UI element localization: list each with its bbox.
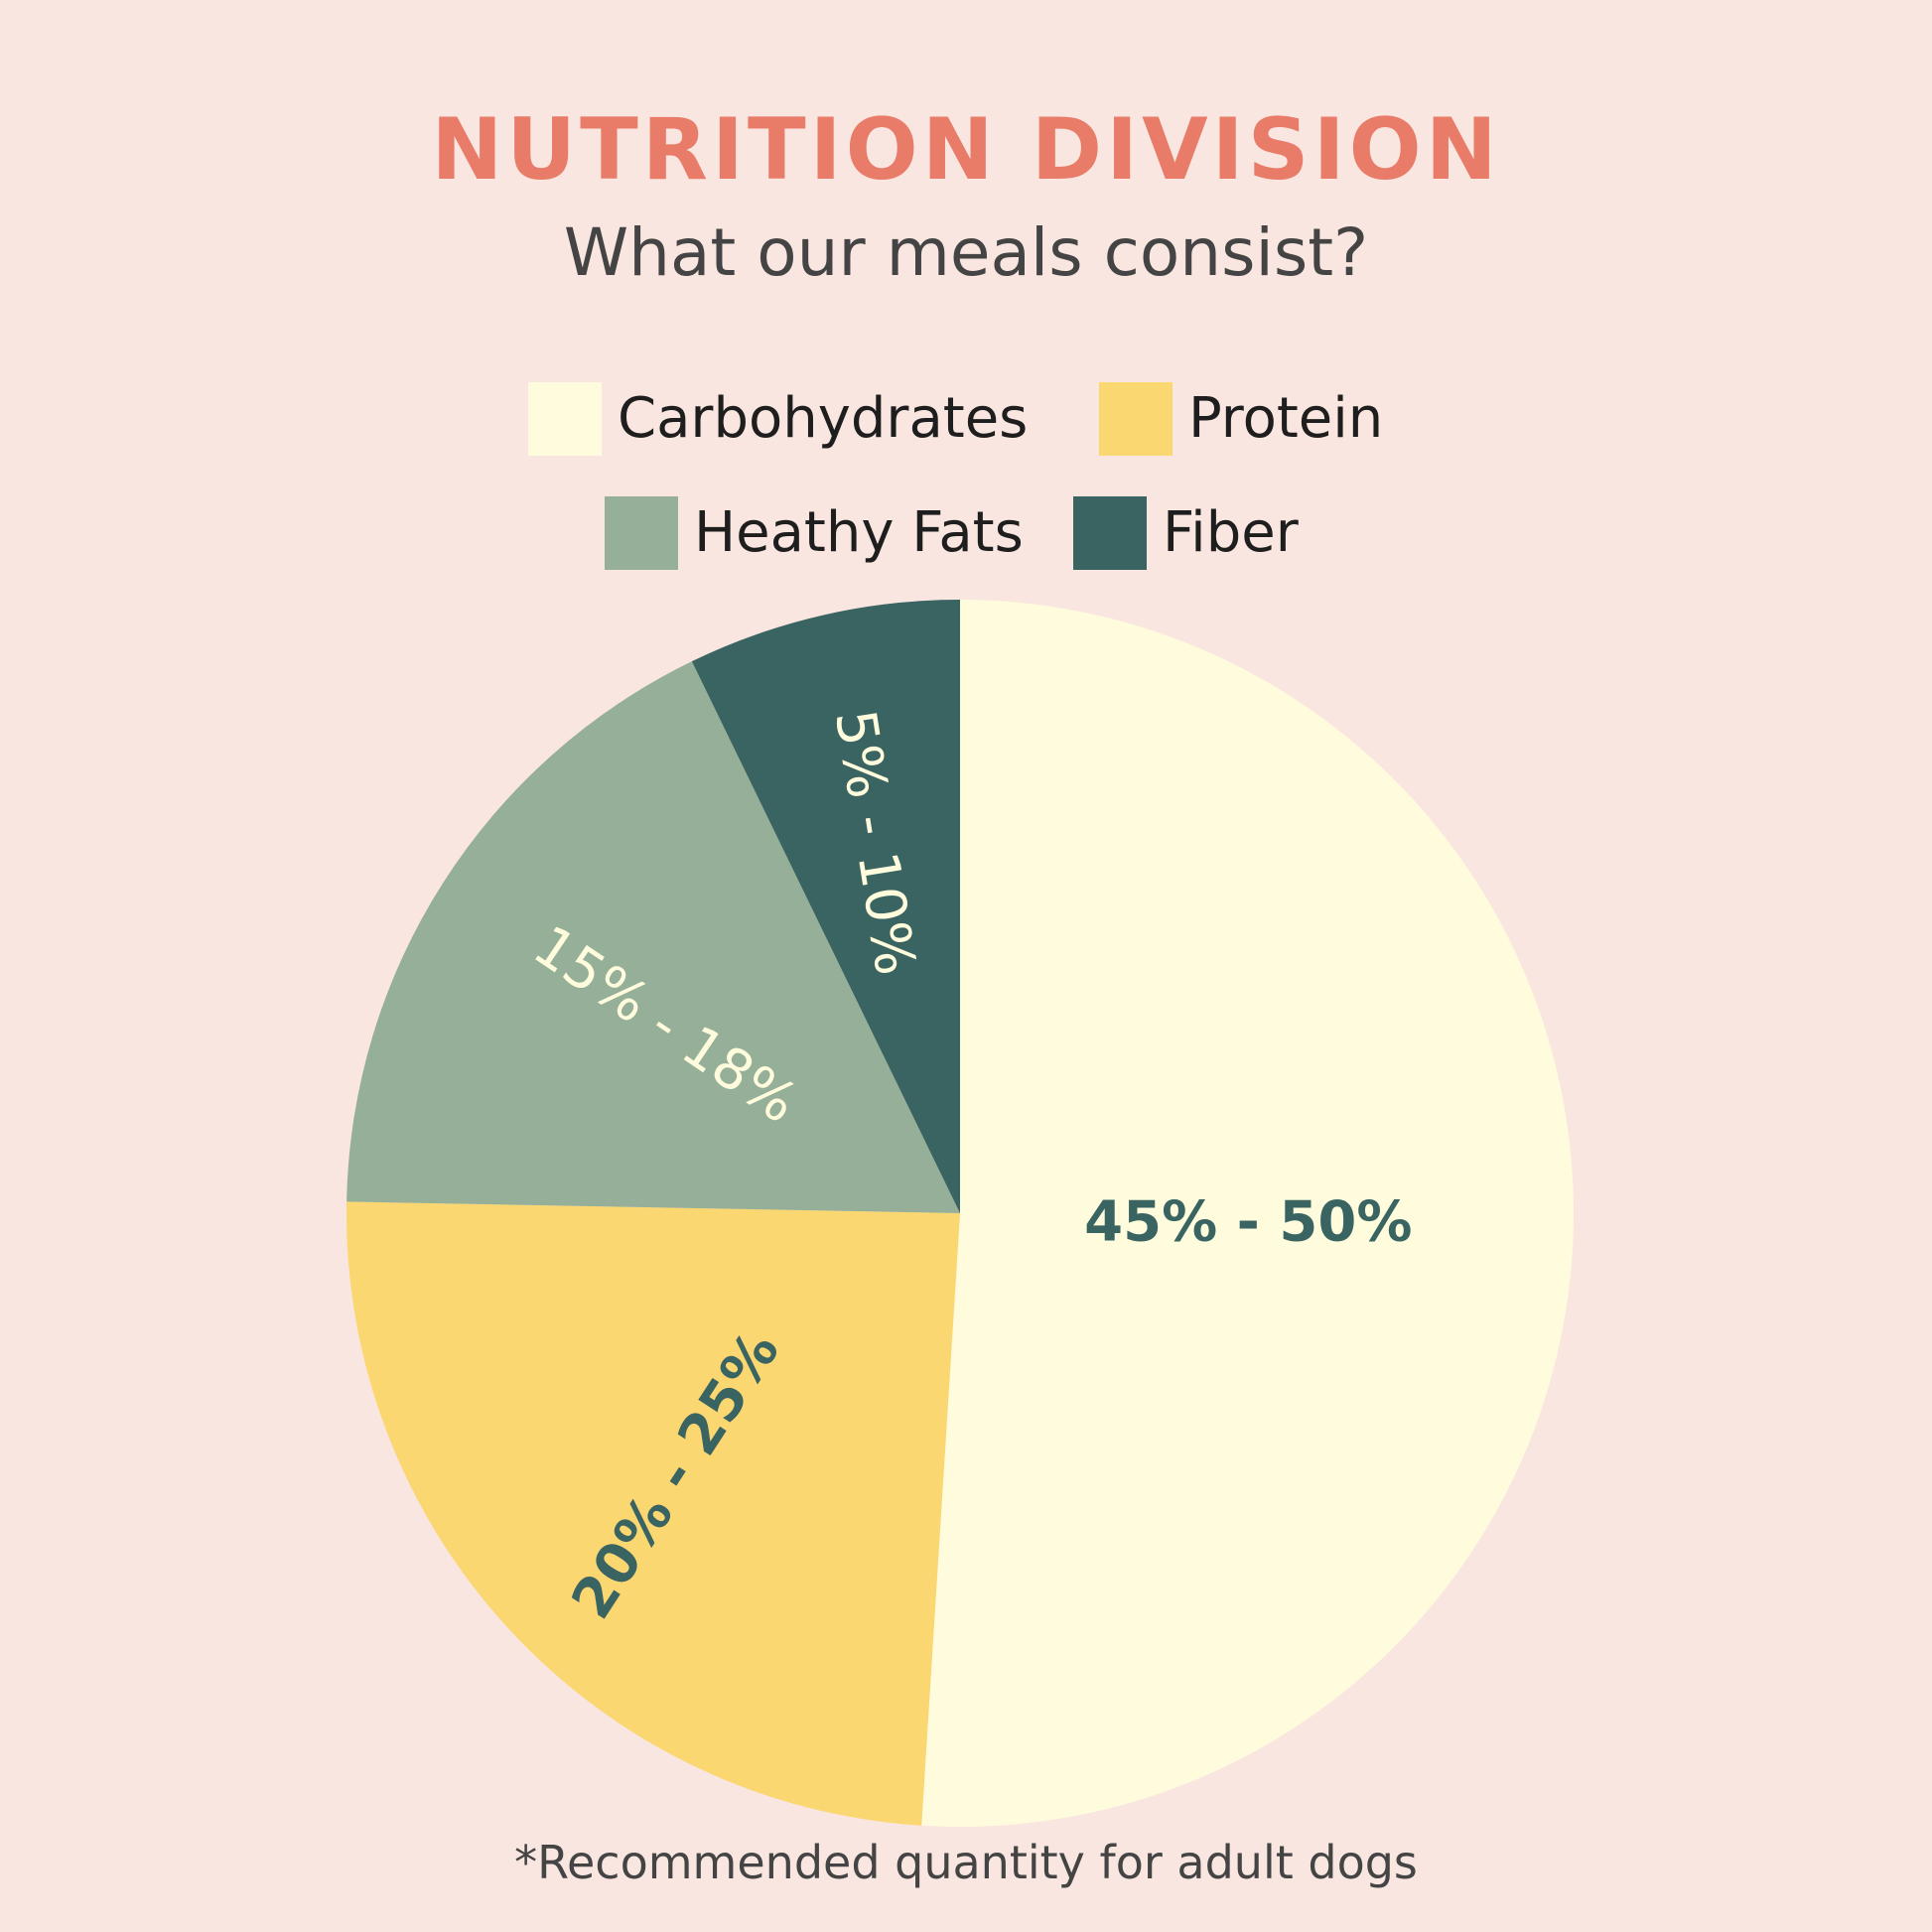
pie-slice-protein <box>346 1201 960 1826</box>
legend-swatch-carbohydrates <box>528 382 602 456</box>
legend-label-fiber: Fiber <box>1163 500 1299 565</box>
legend-swatch-fiber <box>1073 496 1147 570</box>
pie-slice-fiber <box>691 600 960 1213</box>
pie-label-carbohydrates: 45% - 50% <box>1084 1190 1412 1255</box>
pie-slice-carbohydrates <box>921 600 1575 1827</box>
legend-item-carbohydrates: Carbohydrates <box>528 382 1028 456</box>
legend-label-carbohydrates: Carbohydrates <box>618 386 1029 451</box>
chart-title: NUTRITION DIVISION <box>431 100 1501 200</box>
footnote: *Recommended quantity for adult dogs <box>514 1836 1418 1889</box>
legend-swatch-protein <box>1099 382 1173 456</box>
legend-swatch-healthy-fats <box>605 496 678 570</box>
legend-item-protein: Protein <box>1099 382 1383 456</box>
legend-item-fiber: Fiber <box>1073 496 1299 570</box>
legend-label-healthy-fats: Heathy Fats <box>694 500 1024 565</box>
legend-label-protein: Protein <box>1188 386 1384 451</box>
chart-subtitle: What our meals consist? <box>563 214 1369 291</box>
pie-slice-heathy-fats <box>346 661 960 1213</box>
legend-item-healthy-fats: Heathy Fats <box>605 496 1024 570</box>
